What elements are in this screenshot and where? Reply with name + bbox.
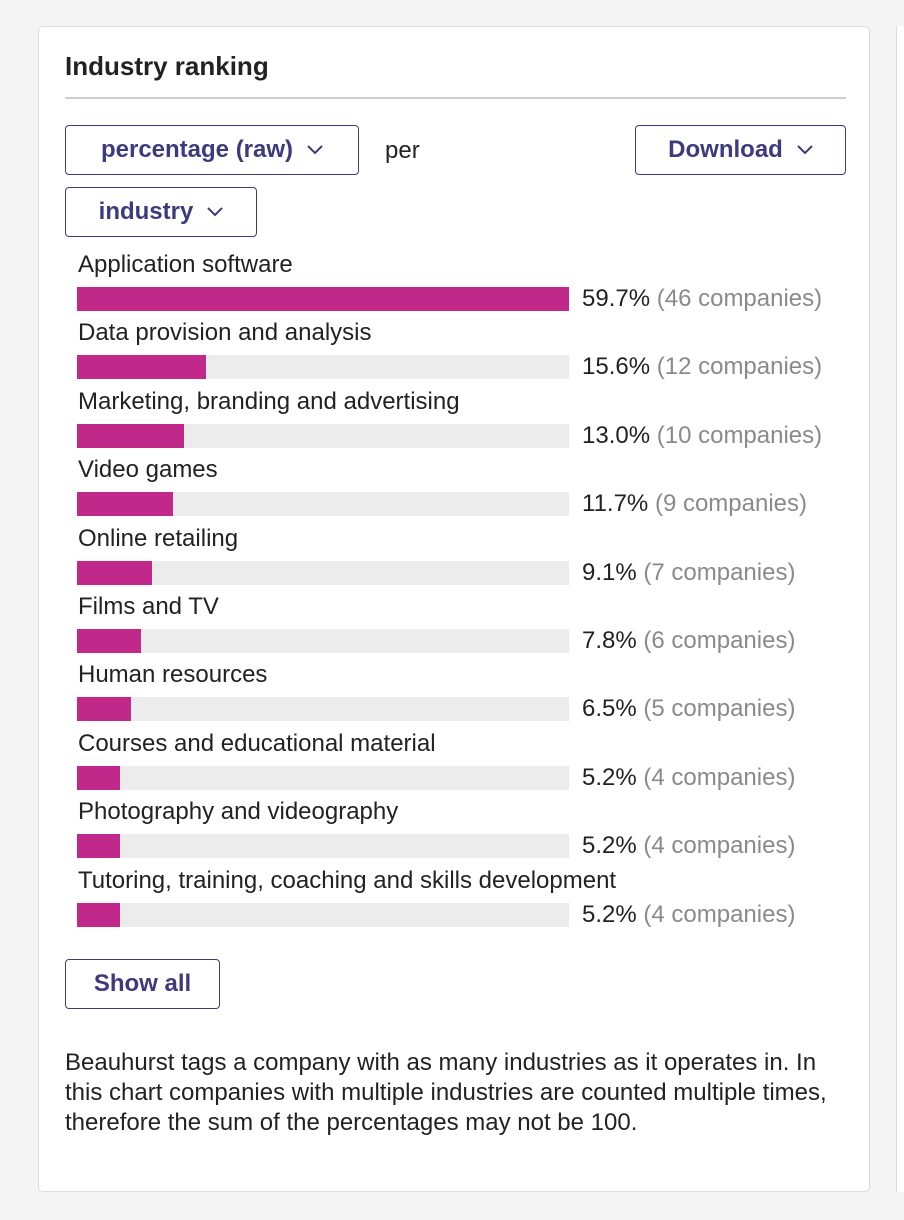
value-label: 5.2% (4 companies) xyxy=(582,832,795,860)
bar xyxy=(77,355,206,380)
bar-track xyxy=(77,697,569,722)
bar xyxy=(77,834,120,859)
company-count-label: (46 companies) xyxy=(656,285,823,312)
bar-track xyxy=(77,423,569,448)
title-divider xyxy=(65,97,846,99)
percentage-label: 5.2% xyxy=(582,832,637,860)
value-label: 13.0% (10 companies) xyxy=(582,422,822,450)
company-count-label: (12 companies) xyxy=(656,353,823,381)
chevron-down-icon xyxy=(797,145,813,155)
bar-track xyxy=(77,765,569,790)
category-label: Courses and educational material xyxy=(78,729,436,757)
value-label: 9.1% (7 companies) xyxy=(582,559,795,587)
company-count-label: (6 companies) xyxy=(643,626,796,654)
chart-row: Video games 11.7% (9 companies) xyxy=(77,454,867,522)
bar xyxy=(77,628,141,653)
company-count-label: (10 companies) xyxy=(656,421,823,449)
category-label: Films and TV xyxy=(78,592,219,620)
value-label: 11.7% (9 companies) xyxy=(582,490,807,518)
metric-dropdown[interactable]: percentage (raw) xyxy=(65,125,359,175)
bar xyxy=(77,287,569,311)
chevron-down-icon xyxy=(207,207,224,217)
metric-dropdown-label: percentage (raw) xyxy=(100,136,294,163)
group-by-dropdown[interactable]: industry xyxy=(65,187,257,237)
percentage-label: 13.0% xyxy=(582,421,651,449)
category-label: Data provision and analysis xyxy=(78,319,372,347)
chevron-down-icon xyxy=(307,145,323,155)
chart-row: Online retailing 9.1% (7 companies) xyxy=(77,523,867,591)
percentage-label: 6.5% xyxy=(582,695,637,723)
company-count-label: (5 companies) xyxy=(643,695,796,723)
bar xyxy=(77,560,152,585)
category-label: Photography and videography xyxy=(78,798,399,826)
percentage-label: 11.7% xyxy=(582,490,649,518)
category-label: Marketing, branding and advertising xyxy=(78,387,460,415)
download-dropdown[interactable]: Download xyxy=(635,125,846,175)
percentage-label: 5.2% xyxy=(582,763,637,791)
bar xyxy=(77,423,184,448)
bar-track xyxy=(77,834,569,859)
chart-row: Photography and videography 5.2% (4 compa… xyxy=(77,796,867,864)
category-label: Online retailing xyxy=(78,524,239,552)
percentage-label: 7.8% xyxy=(582,626,637,654)
category-label: Human resources xyxy=(78,661,268,689)
chart-row: Films and TV 7.8% (6 companies) xyxy=(77,591,867,659)
category-label: Tutoring, training, coaching and skills … xyxy=(78,866,617,894)
percentage-label: 9.1% xyxy=(582,558,637,586)
value-label: 5.2% (4 companies) xyxy=(582,901,795,929)
bar-track xyxy=(77,287,569,311)
adjacent-card-edge xyxy=(896,26,904,1192)
group-by-label: industry xyxy=(98,198,194,225)
chart-row: Courses and educational material 5.2% (4 … xyxy=(77,728,867,796)
chart-row: Marketing, branding and advertising 13.0%… xyxy=(77,386,867,454)
value-label: 5.2% (4 companies) xyxy=(582,764,795,792)
company-count-label: (7 companies) xyxy=(643,558,796,586)
company-count-label: (4 companies) xyxy=(643,763,796,791)
bar xyxy=(77,902,120,927)
footnote: Beauhurst tags a company with as many in… xyxy=(65,1049,827,1136)
percentage-label: 59.7% xyxy=(582,285,651,312)
show-all-button[interactable]: Show all xyxy=(65,959,220,1009)
card-title: Industry ranking xyxy=(65,51,269,81)
bar xyxy=(77,765,120,790)
bar-track xyxy=(77,902,569,927)
value-label: 6.5% (5 companies) xyxy=(582,695,795,723)
value-label: 59.7% (46 companies) xyxy=(582,285,822,313)
download-label: Download xyxy=(668,136,783,163)
company-count-label: (4 companies) xyxy=(643,832,796,860)
bar-track xyxy=(77,492,569,517)
bar xyxy=(77,697,131,722)
bar xyxy=(77,492,173,517)
chart-row: Data provision and analysis 15.6% (12 com… xyxy=(77,317,867,385)
category-label: Application software xyxy=(78,251,293,278)
company-count-label: (4 companies) xyxy=(643,900,796,928)
bar-track xyxy=(77,628,569,653)
show-all-label: Show all xyxy=(93,970,192,997)
value-label: 15.6% (12 companies) xyxy=(582,353,822,381)
bar-track xyxy=(77,560,569,585)
bar-track xyxy=(77,355,569,380)
percentage-label: 15.6% xyxy=(582,353,651,381)
category-label: Video games xyxy=(78,456,218,484)
chart-row: Human resources 6.5% (5 companies) xyxy=(77,659,867,727)
chart-row: Application software 59.7% (46 companies) xyxy=(77,249,867,317)
industry-ranking-card: Industry ranking percentage (raw) per Do… xyxy=(38,26,870,1192)
per-label: per xyxy=(385,137,420,164)
industry-bar-chart: Application software 59.7% (46 companies)… xyxy=(77,249,867,933)
value-label: 7.8% (6 companies) xyxy=(582,627,795,655)
company-count-label: (9 companies) xyxy=(654,490,808,518)
chart-row: Tutoring, training, coaching and skills … xyxy=(77,865,867,933)
percentage-label: 5.2% xyxy=(582,900,637,928)
